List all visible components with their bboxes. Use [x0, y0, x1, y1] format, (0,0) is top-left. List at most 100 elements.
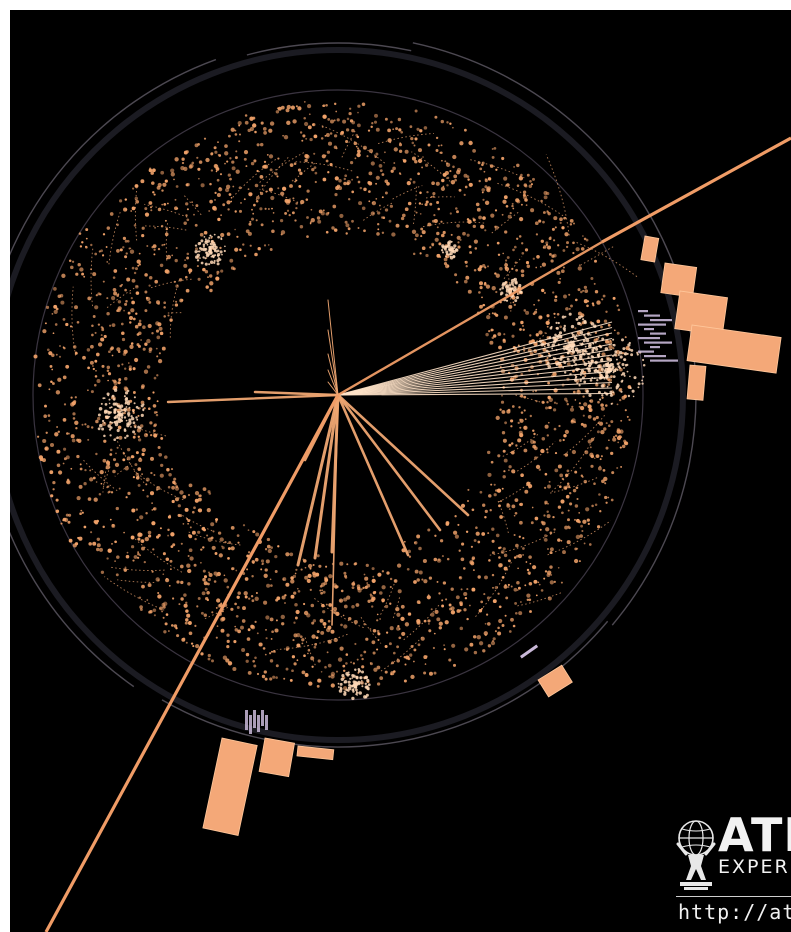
tracker-hit [508, 465, 512, 469]
tracker-hit [309, 588, 312, 592]
tracker-hit [170, 168, 175, 173]
tracker-hit [435, 149, 439, 152]
hit-cluster [104, 403, 108, 406]
tracker-hit [164, 269, 169, 274]
tracker-hit [370, 211, 375, 216]
tracker-hit [365, 637, 369, 641]
tracker-hit [317, 678, 322, 683]
tracker-hit [151, 570, 154, 573]
tracker-hit [194, 537, 197, 541]
tracker-hit [151, 521, 156, 526]
tracker-hit [62, 418, 67, 422]
tracker-hit [482, 198, 485, 201]
tracker-hit [407, 549, 411, 554]
tracker-hit [379, 591, 383, 595]
tracker-hit [206, 582, 210, 586]
tracker-hit [434, 609, 439, 614]
tracker-hit [134, 357, 139, 363]
tracker-hit [480, 224, 485, 229]
tracker-hit [296, 659, 299, 662]
tracker-hit [370, 161, 375, 166]
tracker-hit [254, 183, 259, 188]
curved-tracks [71, 124, 638, 673]
tracker-hit [613, 329, 616, 332]
tracker-hit [343, 604, 348, 609]
tracker-hit [121, 363, 124, 366]
tracker-hit [311, 665, 314, 668]
tracker-hit [428, 623, 430, 625]
tracker-hit [319, 589, 322, 592]
tracker-hit [564, 232, 569, 237]
tracker-hit [419, 213, 422, 215]
tracker-hit [209, 288, 213, 293]
tracker-hit [345, 653, 349, 656]
tracker-hit [377, 211, 381, 215]
tracker-hit [459, 609, 462, 612]
tracker-hit [495, 273, 500, 278]
tracker-hit [519, 433, 524, 438]
tracker-hit [285, 552, 290, 557]
hit-cluster [221, 253, 223, 256]
tracker-hit [148, 275, 153, 280]
hit-cluster [355, 688, 358, 692]
curved-track [117, 579, 155, 583]
calo-tower-block [296, 745, 335, 761]
tracker-hit [458, 188, 462, 192]
tracker-hit [92, 315, 96, 318]
tracker-hit [299, 225, 304, 229]
hit-cluster [617, 365, 621, 368]
tracker-hit [221, 545, 223, 548]
tracker-hit [345, 128, 350, 132]
tracker-hit [287, 199, 290, 202]
tracker-hit [498, 546, 501, 550]
tracker-hit [146, 338, 151, 344]
tracker-hit [508, 508, 511, 511]
tracker-hit [549, 547, 554, 552]
hit-cluster [124, 391, 129, 395]
tracker-hit [584, 450, 589, 455]
tracker-hit [592, 417, 597, 421]
tracker-hit [415, 211, 418, 214]
tracker-hit [52, 332, 55, 335]
tracker-hit [582, 519, 587, 524]
tracker-hit [146, 365, 151, 369]
hit-cluster [615, 358, 618, 361]
tracker-hit [544, 570, 548, 573]
hit-cluster [573, 356, 578, 361]
hit-cluster [361, 670, 364, 674]
tracker-hit [446, 557, 450, 561]
tracker-hit [588, 543, 592, 546]
hit-cluster [210, 240, 214, 243]
straight-track [336, 393, 410, 557]
tracker-hit [397, 625, 400, 628]
tracker-hit [183, 221, 187, 226]
tracker-hit [491, 573, 495, 577]
tracker-hit [246, 637, 251, 641]
tracker-hit [152, 548, 155, 551]
tracker-hit [368, 148, 374, 154]
tracker-hit [177, 504, 181, 508]
hit-cluster [200, 239, 204, 243]
tracker-hit [505, 259, 508, 262]
tracker-hit [267, 208, 270, 210]
tracker-hit [325, 159, 329, 163]
tracker-hit [532, 312, 536, 316]
tracker-hit [245, 659, 249, 663]
hit-cluster [120, 419, 124, 423]
hit-cluster [611, 354, 615, 357]
tracker-hit [290, 576, 294, 580]
tracker-hit [171, 499, 175, 504]
tracker-hit [169, 318, 173, 322]
tracker-hit [346, 180, 351, 185]
hit-cluster [351, 696, 355, 701]
tracker-hit [566, 540, 571, 545]
hit-cluster [571, 334, 575, 337]
tracker-hit [230, 607, 234, 611]
tracker-hit [518, 535, 521, 538]
tracker-hit [373, 667, 378, 672]
tracker-hit [487, 472, 492, 477]
tracker-hit [275, 676, 278, 679]
hit-cluster [97, 427, 101, 431]
tracker-hit [84, 468, 87, 472]
hit-cluster [199, 257, 201, 259]
